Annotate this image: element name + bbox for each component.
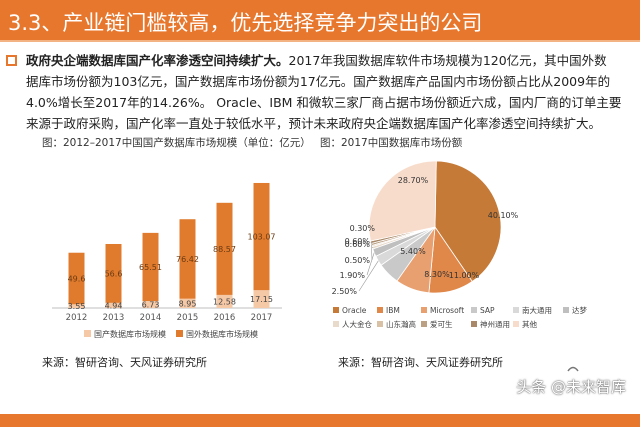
pie-value-label: 5.40% (400, 247, 426, 256)
x-tick-label: 2012 (66, 313, 88, 323)
bar-domestic (179, 298, 196, 308)
paragraph-bold-lead: 政府央企端数据库国产化率渗透空间持续扩大。 (26, 53, 289, 68)
footer-bar (0, 414, 640, 427)
bar-domestic (142, 301, 159, 308)
legend-label: IBM (386, 306, 400, 315)
x-tick-label: 2013 (103, 313, 125, 323)
pie-value-label: 0.60% (345, 240, 371, 249)
banner-stripe (0, 40, 640, 42)
legend-swatch (84, 330, 91, 337)
leader-line (358, 260, 379, 292)
legend-swatch (513, 307, 519, 313)
legend-label: 国产数据库市场规模 (94, 329, 166, 339)
bar-foreign (253, 182, 270, 291)
x-tick-label: 2017 (251, 313, 273, 323)
pie-value-label: 11.00% (449, 271, 480, 280)
leader-line (371, 244, 373, 261)
x-tick-label: 2016 (214, 313, 236, 323)
legend-swatch (377, 307, 383, 313)
body-paragraph: 政府央企端数据库国产化率渗透空间持续扩大。2017年我国数据库软件市场规模为12… (6, 50, 626, 134)
legend-label: 其他 (522, 319, 537, 329)
bar-foreign (105, 243, 122, 303)
data-label-domestic: 8.95 (179, 299, 197, 308)
legend-swatch (563, 307, 569, 313)
legend-label: 达梦 (572, 305, 587, 315)
legend-swatch (471, 321, 477, 327)
pie-slice (368, 160, 437, 242)
legend-swatch (471, 307, 477, 313)
data-label-domestic: 3.55 (68, 302, 86, 311)
data-label-foreign: 76.42 (176, 255, 199, 264)
bar-foreign (142, 232, 159, 302)
paragraph-text: 2017年我国数据库软件市场规模为120亿元，其中国外数 (288, 53, 607, 68)
data-label-foreign: 56.6 (105, 269, 123, 278)
pie-chart: 40.10% 11.00%8.30% 5.40% 2.50% 1.90% 0.60% 0.3… (332, 160, 587, 329)
pie-value-label: 0.30% (350, 224, 376, 233)
data-label-domestic: 12.58 (213, 297, 236, 306)
bar-foreign (68, 252, 85, 305)
legend-swatch (333, 321, 339, 327)
legend-label: 山东瀚高 (386, 319, 416, 329)
legend-label: 爱可生 (430, 319, 453, 329)
pie-value-label: 1.90% (340, 271, 366, 280)
left-chart-source: 来源：智研咨询、天风证券研究所 (42, 356, 207, 369)
data-label-foreign: 103.07 (248, 233, 276, 242)
legend-label: SAP (480, 306, 495, 315)
legend-label: 国外数据库市场规模 (186, 329, 258, 339)
pie-value-label: 40.10% (488, 211, 519, 220)
leader-line (366, 252, 375, 276)
data-label-foreign: 88.57 (213, 245, 236, 254)
paragraph-line-1: 政府央企端数据库国产化率渗透空间持续扩大。2017年我国数据库软件市场规模为12… (26, 50, 626, 71)
data-label-foreign: 65.51 (139, 263, 162, 272)
legend-label: Oracle (342, 306, 367, 315)
x-tick-label: 2014 (140, 313, 162, 323)
pie-slice (434, 160, 502, 283)
page-title: 3.3、产业链门槛较高，优先选择竞争力突出的公司 (8, 11, 483, 35)
square-bullet-icon (6, 55, 17, 66)
x-tick-label: 2015 (177, 313, 199, 323)
watermark-logo-icon (567, 366, 579, 372)
legend-label: 人大金仓 (342, 319, 372, 329)
header-banner: 3.3、产业链门槛较高，优先选择竞争力突出的公司 (0, 0, 640, 42)
legend-swatch (421, 321, 427, 327)
paragraph-line-4: 来源于政府采购，国产化率一直处于较低水平，预计未来政府央企端数据库国产化率渗透空… (26, 116, 602, 131)
paragraph-line-2: 据库市场份额为103亿元，国产数据库市场份额为17亿元。国产数据库产品国内市场份… (26, 74, 611, 89)
data-label-domestic: 4.94 (105, 301, 123, 310)
bar-domestic (68, 304, 85, 308)
bar-domestic (105, 302, 122, 308)
bar-chart: 49.6 3.55 2012 56.6 4.94 2013 65.51 6.73 2014 76.… (52, 182, 282, 339)
legend-label: 南大通用 (522, 305, 552, 315)
pie-value-label: 0.50% (345, 256, 371, 265)
leader-line (370, 242, 373, 245)
data-label-foreign: 49.6 (68, 275, 86, 284)
paragraph-line-3: 4.0%增长至2017年的14.26%。 Oracle、IBM 和微软三家厂商占… (26, 95, 622, 110)
legend-swatch (176, 330, 183, 337)
legend-label: Microsoft (430, 306, 464, 315)
watermark-text: 头条 @未来智库 (516, 378, 626, 396)
bar-domestic (253, 290, 270, 308)
data-label-domestic: 6.73 (142, 301, 160, 310)
bar-domestic (216, 294, 233, 308)
legend-swatch (377, 321, 383, 327)
pie-value-label: 0.60% (345, 237, 371, 246)
left-chart-caption: 图：2012–2017中国国产数据库市场规模（单位：亿元） (42, 137, 311, 149)
pie-value-label: 8.30% (424, 270, 450, 279)
pie-value-label: 28.70% (398, 176, 429, 185)
pie-value-label: 2.50% (332, 287, 358, 296)
legend-label: 神州通用 (480, 319, 510, 329)
bar-foreign (216, 202, 233, 295)
right-chart-source: 来源：智研咨询、天风证券研究所 (338, 356, 503, 369)
bar-foreign (179, 219, 196, 299)
data-label-domestic: 17.15 (250, 295, 273, 304)
legend-swatch (513, 321, 519, 327)
legend-swatch (421, 307, 427, 313)
right-chart-caption: 图：2017中国数据库市场份额 (320, 137, 463, 149)
legend-swatch (333, 307, 339, 313)
